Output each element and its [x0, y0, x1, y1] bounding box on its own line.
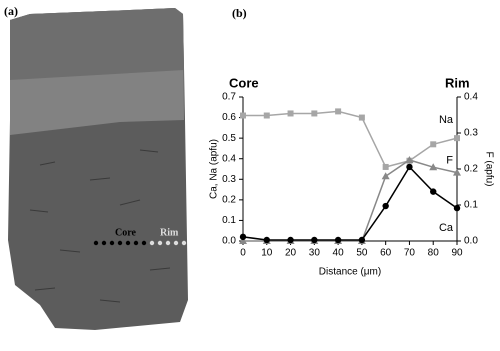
y2-tick-label: 0.0: [464, 236, 478, 247]
y2-tick-label: 0.1: [464, 200, 478, 211]
marker: [263, 112, 270, 119]
marker: [287, 236, 294, 244]
marker: [334, 236, 342, 244]
y-tick-label: 0.4: [222, 153, 236, 164]
panel-label: (a): [4, 4, 18, 18]
y-tick-label: 0.7: [222, 92, 236, 103]
marker: [382, 202, 389, 210]
marker: [382, 163, 389, 170]
marker: [381, 172, 390, 180]
x-tick-label: 20: [285, 248, 297, 259]
core-label: Core: [115, 227, 136, 238]
x-tick-label: 10: [261, 248, 273, 259]
y2-tick-label: 0.3: [464, 128, 478, 139]
x-tick-label: 60: [380, 248, 392, 259]
series-label: F: [446, 155, 453, 167]
marker: [287, 110, 294, 117]
marker: [311, 110, 318, 117]
marker: [406, 163, 413, 171]
y-tick-label: 0.0: [222, 236, 236, 247]
x-tick-label: 80: [428, 248, 440, 259]
x-tick-label: 90: [451, 248, 463, 259]
bse-image: Core Rim: [8, 8, 188, 330]
panel-label: (b): [232, 6, 247, 20]
marker: [358, 114, 365, 121]
marker: [311, 236, 318, 244]
y-tick-label: 0.5: [222, 133, 236, 144]
x-axis-title: Distance (μm): [319, 267, 381, 278]
marker: [263, 236, 270, 244]
x-tick-label: 50: [356, 248, 368, 259]
marker: [405, 156, 414, 163]
marker: [240, 112, 246, 119]
series-line: [243, 110, 458, 168]
marker: [453, 204, 461, 212]
y-tick-label: 0.1: [222, 215, 236, 226]
marker: [454, 135, 460, 142]
y2-tick-label: 0.2: [464, 164, 478, 175]
rim-label: Rim: [160, 227, 179, 238]
y-tick-label: 0.3: [222, 174, 236, 185]
marker: [430, 141, 437, 148]
x-tick-label: 70: [404, 248, 416, 259]
series-line: [243, 159, 458, 242]
x-tick-label: 40: [333, 248, 345, 259]
marker: [430, 188, 437, 195]
marker: [335, 108, 342, 115]
y-tick-label: 0.6: [222, 112, 236, 123]
y-axis-title: Ca, Na (apfu): [209, 139, 220, 199]
y-tick-label: 0.2: [222, 194, 236, 205]
series-label: Na: [439, 114, 454, 126]
marker: [239, 233, 247, 241]
marker: [239, 237, 247, 244]
y2-tick-label: 0.4: [464, 92, 478, 103]
x-tick-label: 0: [240, 248, 246, 259]
marker: [358, 236, 366, 244]
series-label: Ca: [439, 222, 454, 234]
marker: [453, 168, 461, 176]
y2-axis-title: F (apfu): [483, 151, 494, 186]
core-title: Core: [229, 75, 259, 90]
marker: [429, 163, 438, 171]
rim-title: Rim: [445, 75, 470, 90]
series-line: [242, 165, 458, 241]
x-tick-label: 30: [309, 248, 321, 259]
